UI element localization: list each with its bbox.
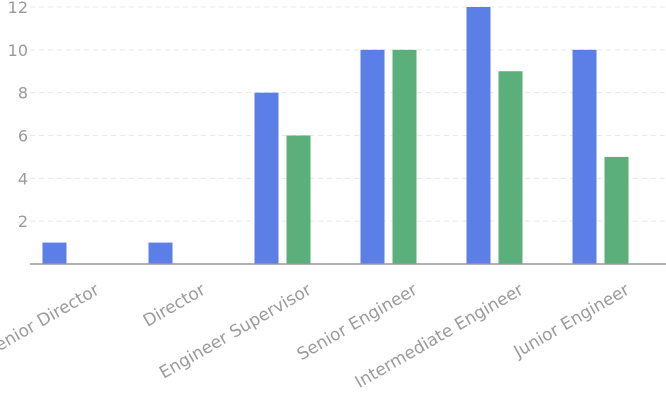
y-tick-label: 10: [8, 41, 28, 60]
bar-series-2-senior-engineer[interactable]: [392, 49, 417, 265]
grid-lines: [30, 6, 666, 222]
bar-series-1-senior-director[interactable]: [42, 242, 67, 264]
x-tick-label: Director: [140, 280, 209, 331]
y-axis-tick-labels: 2 4 6 8 10 12: [8, 0, 28, 231]
y-tick-label: 8: [18, 84, 28, 103]
x-tick-label: Junior Engineer: [510, 280, 633, 363]
bar-series-1-intermediate-engineer[interactable]: [466, 7, 491, 264]
y-tick-label: 6: [18, 127, 28, 146]
y-tick-label: 2: [18, 212, 28, 231]
bar-series-2-engineer-supervisor[interactable]: [286, 135, 311, 265]
bar-series-1-senior-engineer[interactable]: [360, 49, 385, 265]
bar-series-1-junior-engineer[interactable]: [572, 49, 597, 265]
bar-series-2-intermediate-engineer[interactable]: [498, 71, 523, 264]
x-tick-label: Intermediate Engineer: [352, 280, 527, 393]
bars: [42, 7, 629, 265]
bar-series-1-engineer-supervisor[interactable]: [254, 92, 279, 265]
bar-series-2-junior-engineer[interactable]: [604, 156, 629, 264]
x-tick-label: Senior Director: [0, 280, 103, 361]
y-tick-label: 12: [8, 0, 28, 17]
bar-series-1-director[interactable]: [148, 242, 173, 264]
y-tick-label: 4: [18, 169, 28, 188]
